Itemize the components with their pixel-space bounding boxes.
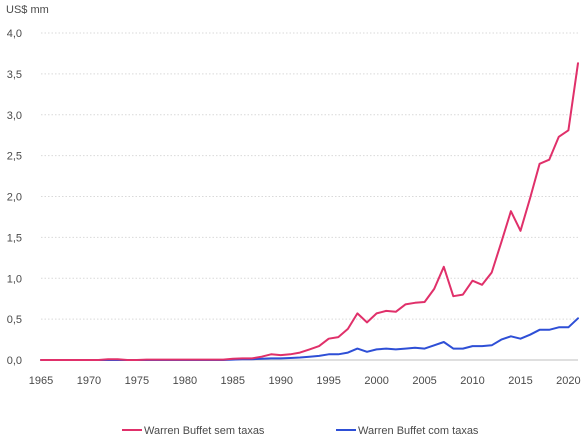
x-tick-label: 1965 bbox=[29, 375, 53, 387]
y-tick-label: 1,5 bbox=[7, 232, 22, 244]
y-tick-labels: 0,0 0,5 1,0 1,5 2,0 2,5 3,0 3,5 4,0 bbox=[7, 28, 22, 367]
series-line-warren-buffet-sem-taxas bbox=[40, 62, 579, 361]
series-line-warren-buffet-com-taxas bbox=[40, 317, 579, 361]
x-tick-labels: 1965 1970 1975 1980 1985 1990 1995 2000 2005 2010… bbox=[29, 375, 581, 387]
x-tick-label: 1970 bbox=[77, 375, 101, 387]
x-tick-label: 2005 bbox=[412, 375, 436, 387]
y-tick-label: 2,5 bbox=[7, 151, 22, 163]
x-tick-label: 2015 bbox=[508, 375, 532, 387]
y-tick-label: 3,0 bbox=[7, 110, 22, 122]
x-tick-label: 1975 bbox=[125, 375, 149, 387]
x-tick-label: 1990 bbox=[268, 375, 292, 387]
legend-label: Warren Buffet sem taxas bbox=[144, 425, 265, 437]
x-tick-label: 2010 bbox=[460, 375, 484, 387]
y-tick-label: 1,0 bbox=[7, 273, 22, 285]
x-tick-label: 1995 bbox=[316, 375, 340, 387]
legend: Warren Buffet sem taxas Warren Buffet com… bbox=[122, 425, 479, 437]
y-tick-label: 4,0 bbox=[7, 28, 22, 40]
legend-label: Warren Buffet com taxas bbox=[358, 425, 479, 437]
gridlines bbox=[41, 32, 578, 320]
x-tick-label: 2000 bbox=[364, 375, 388, 387]
x-tick-label: 1980 bbox=[173, 375, 197, 387]
y-tick-label: 0,0 bbox=[7, 355, 22, 367]
y-axis-unit-label: US$ mm bbox=[6, 4, 49, 16]
y-tick-label: 3,5 bbox=[7, 69, 22, 81]
x-tick-label: 2020 bbox=[556, 375, 580, 387]
y-tick-label: 0,5 bbox=[7, 314, 22, 326]
y-tick-label: 2,0 bbox=[7, 192, 22, 204]
x-tick-label: 1985 bbox=[221, 375, 245, 387]
series-lines bbox=[40, 62, 579, 361]
